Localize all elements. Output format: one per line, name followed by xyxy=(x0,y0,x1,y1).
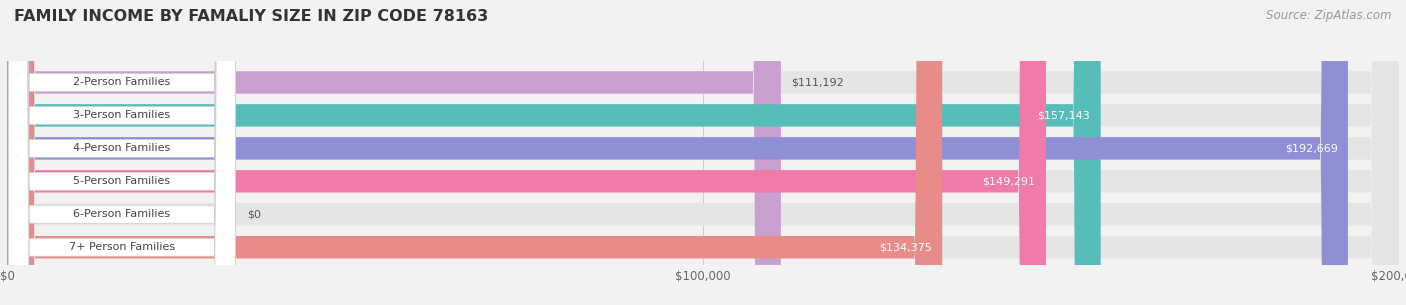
FancyBboxPatch shape xyxy=(7,0,1399,305)
Text: Source: ZipAtlas.com: Source: ZipAtlas.com xyxy=(1267,9,1392,22)
Text: $157,143: $157,143 xyxy=(1038,110,1090,120)
FancyBboxPatch shape xyxy=(8,0,235,305)
Text: 5-Person Families: 5-Person Families xyxy=(73,176,170,186)
Text: $0: $0 xyxy=(247,209,262,219)
Text: 7+ Person Families: 7+ Person Families xyxy=(69,242,174,252)
Text: 4-Person Families: 4-Person Families xyxy=(73,143,170,153)
FancyBboxPatch shape xyxy=(8,0,235,305)
FancyBboxPatch shape xyxy=(7,0,1046,305)
FancyBboxPatch shape xyxy=(8,0,235,305)
Text: FAMILY INCOME BY FAMALIY SIZE IN ZIP CODE 78163: FAMILY INCOME BY FAMALIY SIZE IN ZIP COD… xyxy=(14,9,488,24)
Text: 6-Person Families: 6-Person Families xyxy=(73,209,170,219)
Text: 3-Person Families: 3-Person Families xyxy=(73,110,170,120)
FancyBboxPatch shape xyxy=(7,0,780,305)
FancyBboxPatch shape xyxy=(7,0,1399,305)
FancyBboxPatch shape xyxy=(7,0,1399,305)
Text: 2-Person Families: 2-Person Families xyxy=(73,77,170,88)
FancyBboxPatch shape xyxy=(8,0,235,305)
FancyBboxPatch shape xyxy=(7,0,1101,305)
FancyBboxPatch shape xyxy=(7,0,1399,305)
Text: $192,669: $192,669 xyxy=(1285,143,1337,153)
FancyBboxPatch shape xyxy=(8,0,235,305)
Text: $111,192: $111,192 xyxy=(792,77,844,88)
Text: $134,375: $134,375 xyxy=(879,242,932,252)
FancyBboxPatch shape xyxy=(7,0,1348,305)
Text: $149,291: $149,291 xyxy=(983,176,1036,186)
FancyBboxPatch shape xyxy=(7,0,1399,305)
FancyBboxPatch shape xyxy=(8,0,235,305)
FancyBboxPatch shape xyxy=(7,0,1399,305)
FancyBboxPatch shape xyxy=(7,0,942,305)
